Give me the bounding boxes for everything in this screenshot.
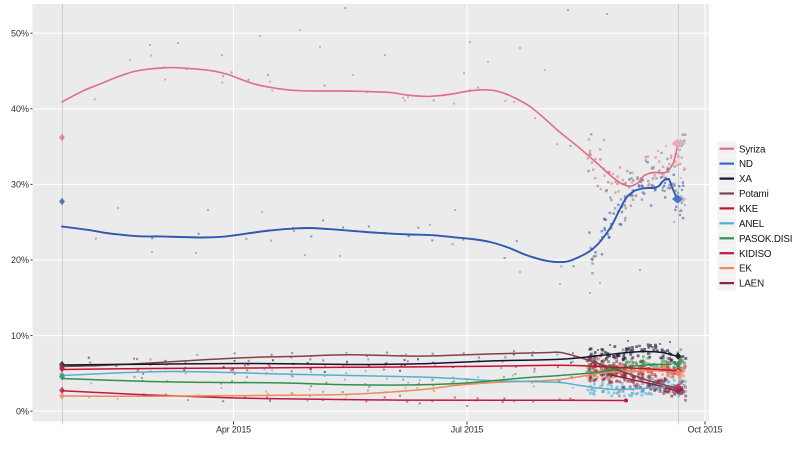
- svg-text:50%: 50%: [11, 28, 29, 38]
- svg-text:PASOK.DISI: PASOK.DISI: [739, 234, 792, 245]
- svg-text:KKE: KKE: [739, 204, 759, 215]
- svg-text:LAEN: LAEN: [739, 279, 764, 290]
- svg-text:XA: XA: [739, 174, 752, 185]
- svg-text:0%: 0%: [16, 406, 29, 416]
- svg-text:Apr 2015: Apr 2015: [216, 425, 251, 435]
- svg-text:EK: EK: [739, 264, 752, 275]
- svg-text:ND: ND: [739, 159, 753, 170]
- svg-text:20%: 20%: [11, 255, 29, 265]
- svg-text:KIDISO: KIDISO: [739, 249, 772, 260]
- svg-text:Oct 2015: Oct 2015: [688, 425, 723, 435]
- svg-text:40%: 40%: [11, 104, 29, 114]
- svg-text:ANEL: ANEL: [739, 219, 765, 230]
- svg-text:Jul 2015: Jul 2015: [451, 425, 484, 435]
- svg-text:30%: 30%: [11, 180, 29, 190]
- svg-text:Syriza: Syriza: [739, 144, 766, 155]
- svg-text:10%: 10%: [11, 331, 29, 341]
- svg-text:Potami: Potami: [739, 189, 769, 200]
